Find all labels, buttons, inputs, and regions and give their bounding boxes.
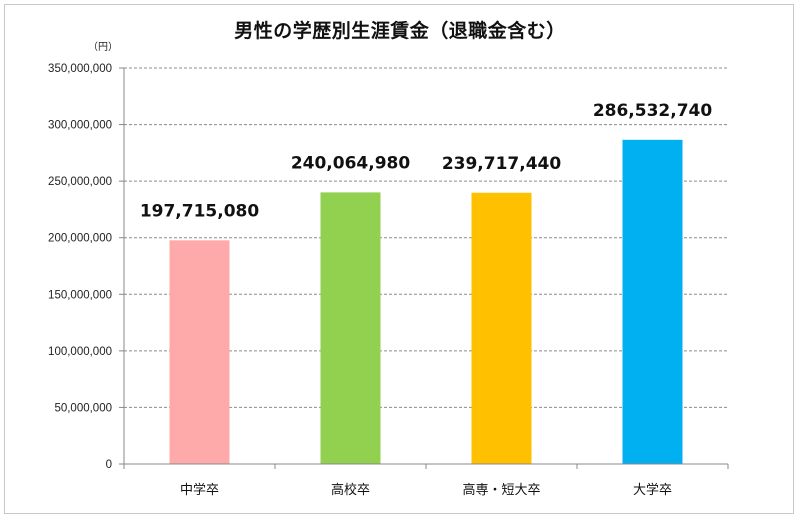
chart-title: 男性の学歴別生涯賃金（退職金含む） [234,20,566,42]
data-label: 240,064,980 [291,153,411,173]
bar [471,192,532,464]
x-category-label: 高専・短大卒 [462,482,540,498]
x-category-label: 高校卒 [331,482,370,498]
x-category-label: 中学卒 [180,482,219,498]
bar [320,192,381,465]
y-tick-labels: 0 50,000,000 100,000,000 150,000,000 200,000… [48,63,112,471]
y-tick-label: 50,000,000 [54,402,112,414]
y-tick-label: 100,000,000 [48,346,112,358]
bar [622,139,683,465]
x-category-labels: 中学卒 高校卒 高専・短大卒 大学卒 [180,482,672,498]
y-axis-unit: （円） [88,41,118,53]
y-tick-label: 150,000,000 [48,289,112,301]
data-label: 286,532,740 [593,101,713,121]
y-tick-label: 350,000,000 [48,63,112,75]
bar [169,240,230,464]
y-tick-label: 0 [106,459,112,471]
data-labels: 197,715,080 240,064,980 239,717,440 286,532… [140,101,713,221]
data-label: 239,717,440 [442,154,562,174]
axes [123,68,729,469]
data-label: 197,715,080 [140,201,260,221]
x-category-label: 大学卒 [633,482,672,498]
y-tick-label: 250,000,000 [48,176,112,188]
bars [169,139,683,465]
y-tick-label: 200,000,000 [48,233,112,245]
y-tick-label: 300,000,000 [48,120,112,132]
